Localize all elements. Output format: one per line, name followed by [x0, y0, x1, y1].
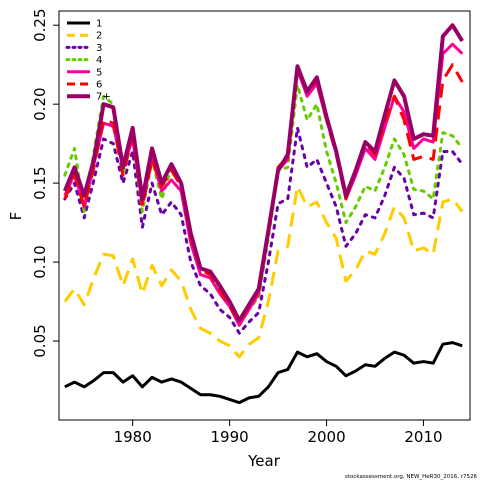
footnote: stockassessment.org, NEW_HeR30_2016, r75… — [345, 474, 477, 480]
y-tick-label: 0.15 — [31, 166, 49, 199]
series-layer — [62, 23, 464, 405]
x-tick-label: 1990 — [211, 428, 249, 446]
legend-label: 1 — [96, 19, 102, 30]
series-line-1 — [64, 341, 463, 405]
y-tick-label: 0.10 — [31, 245, 49, 278]
x-tick-label: 1980 — [114, 428, 152, 446]
series-line-2 — [63, 184, 464, 359]
legend-label: 2 — [96, 31, 102, 42]
legend-label: 4 — [96, 55, 102, 66]
x-axis: 1980 1990 2000 2010 — [114, 420, 443, 446]
y-tick-label: 0.05 — [31, 324, 49, 357]
plot-frame — [58, 10, 471, 421]
x-axis-title: Year — [247, 452, 281, 470]
y-axis: 0.05 0.10 0.15 0.20 0.25 — [31, 9, 59, 358]
y-tick-label: 0.20 — [31, 87, 49, 120]
series-line-3 — [63, 126, 464, 335]
y-tick-label: 0.25 — [31, 9, 49, 42]
legend-label: 3 — [96, 43, 102, 54]
legend-label: 6 — [96, 80, 102, 91]
x-tick-label: 2000 — [307, 428, 345, 446]
legend-label: 5 — [96, 67, 102, 78]
legend-label: 7+ — [96, 92, 111, 103]
y-axis-title: F — [7, 212, 25, 221]
series-line-7plus — [62, 23, 464, 323]
x-tick-label: 2010 — [404, 428, 442, 446]
